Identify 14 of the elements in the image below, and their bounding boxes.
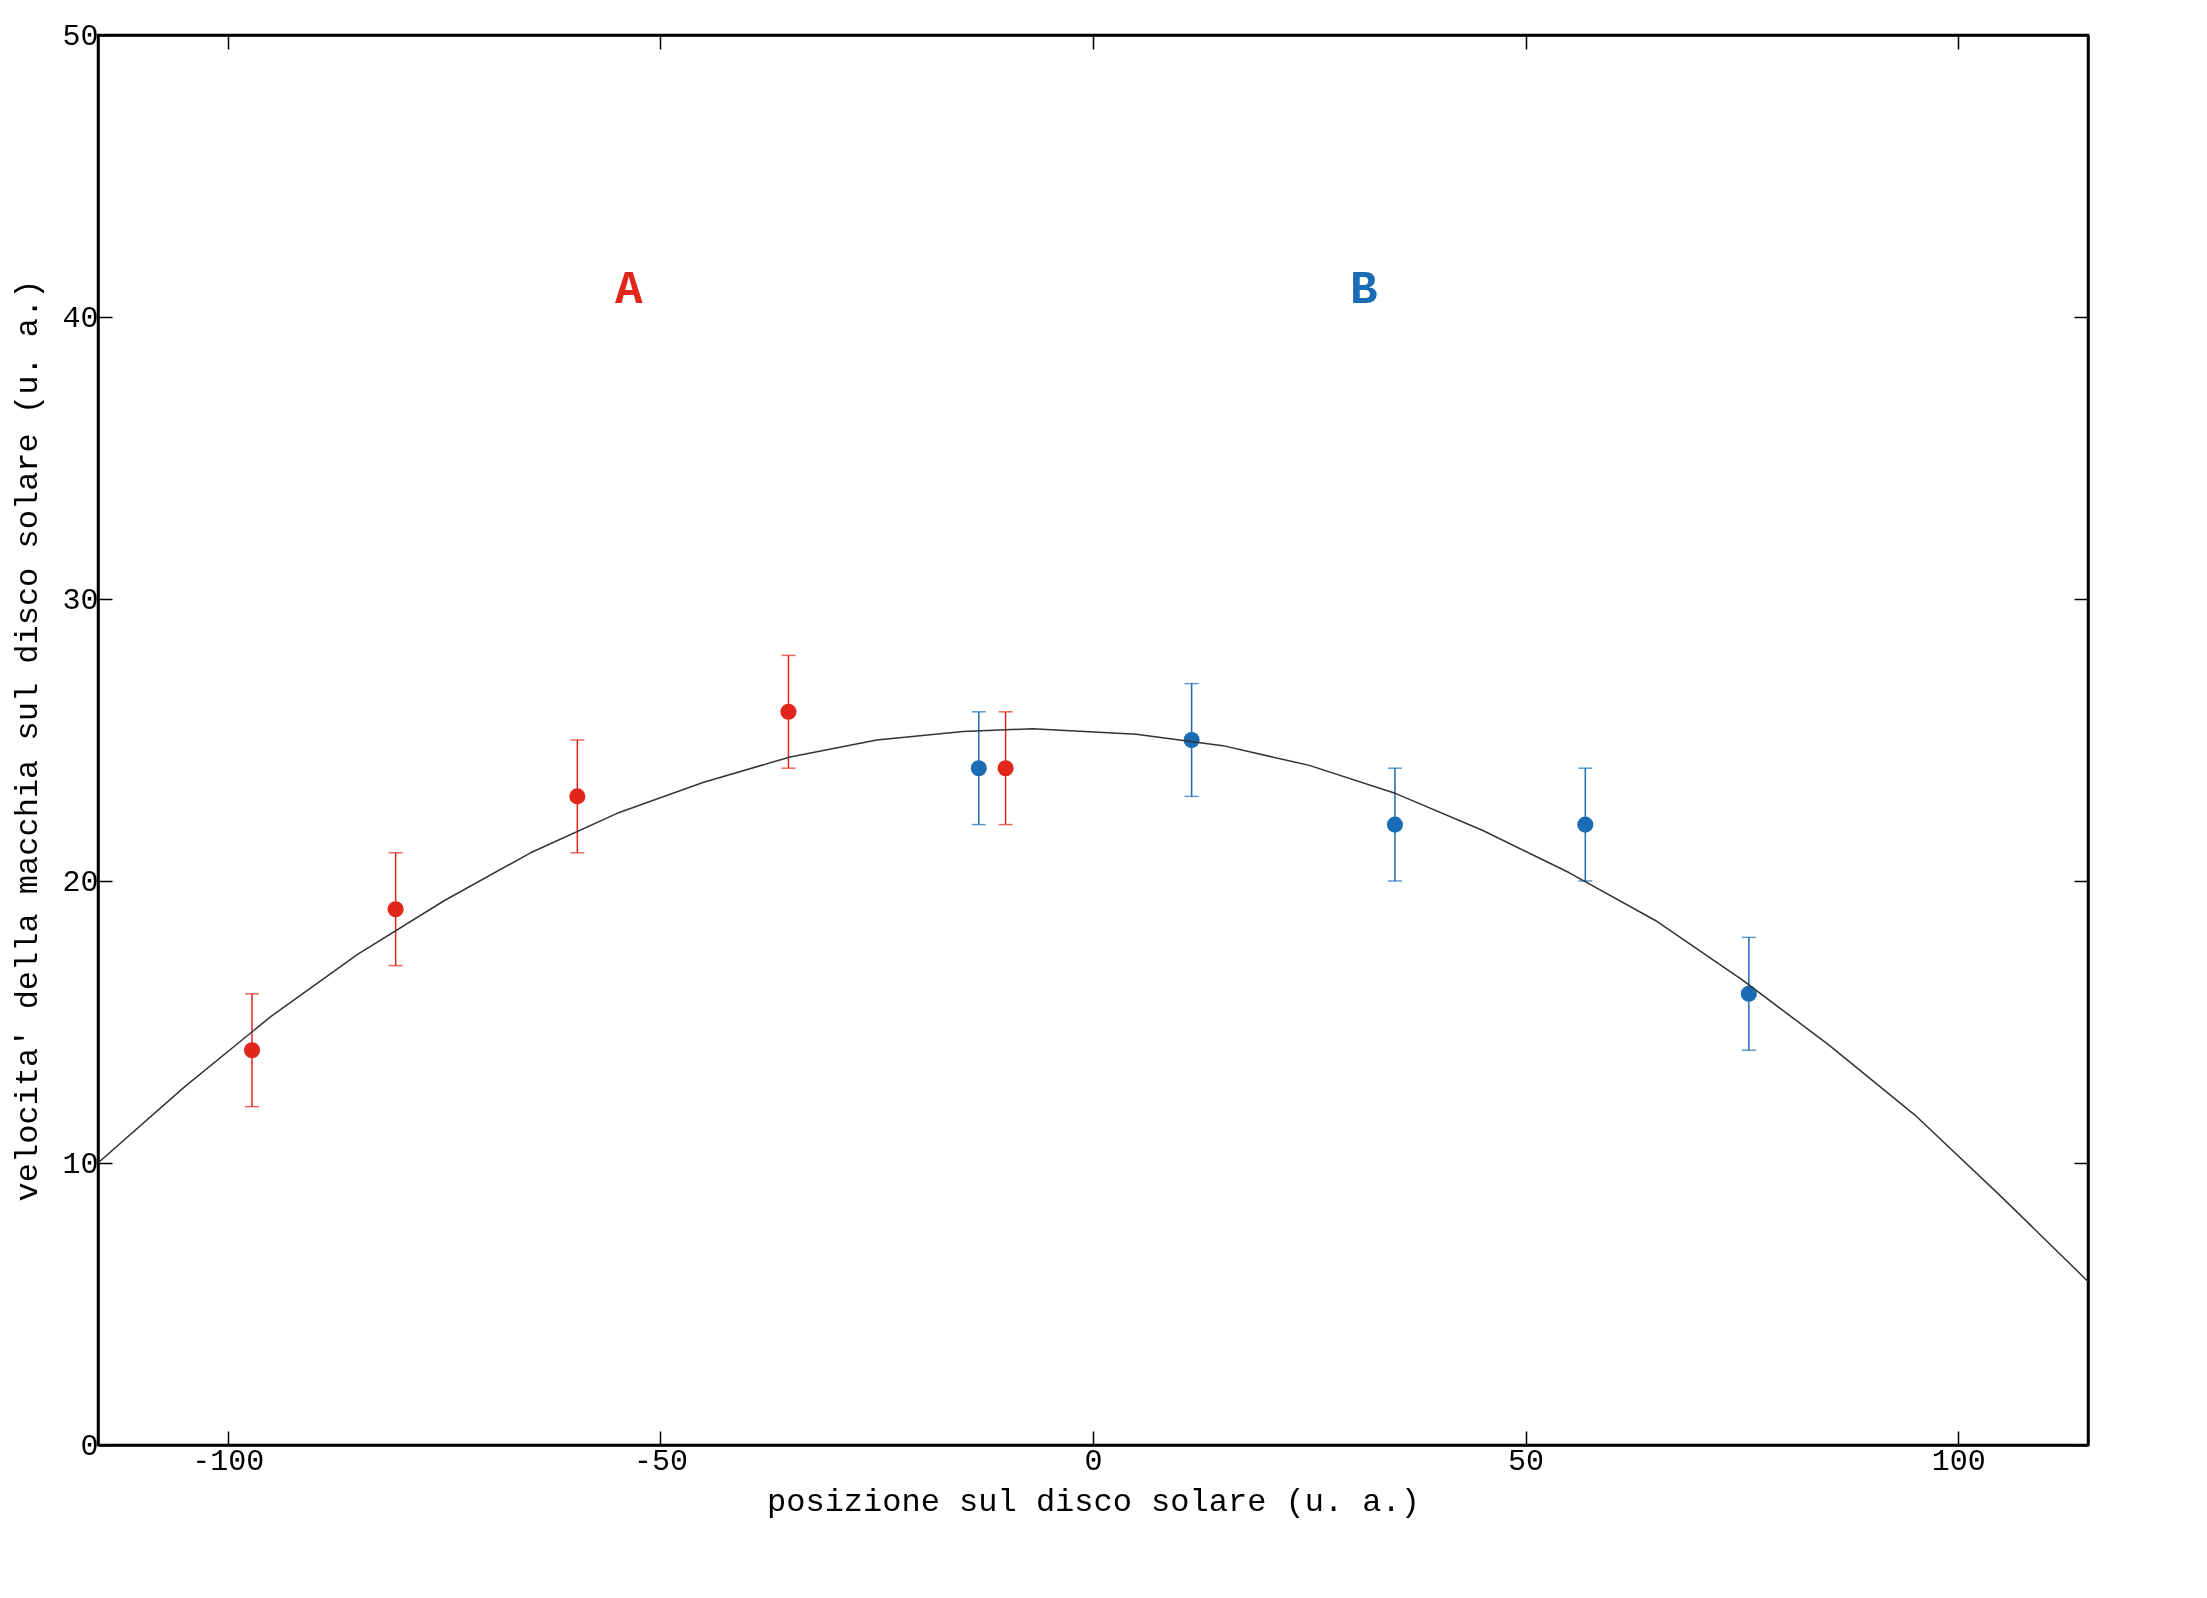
x-tick-label: 50 [1508, 1444, 1545, 1479]
y-axis-title: velocita' della macchia sul disco solare (u. a.) [10, 279, 48, 1202]
y-tick-label: 10 [62, 1147, 99, 1182]
y-tick-label: 20 [62, 865, 99, 900]
y-tick-label: 50 [62, 19, 99, 54]
x-tick-label: -100 [192, 1444, 265, 1479]
x-axis-title: posizione sul disco solare (u. a.) [767, 1483, 1420, 1521]
text: B [1350, 264, 1378, 317]
x-tick-label: -50 [633, 1444, 688, 1479]
x-tick-label: 100 [1931, 1444, 1986, 1479]
x-tick-label: 0 [1084, 1444, 1103, 1479]
y-tick-label: 30 [62, 583, 99, 618]
text: A [615, 264, 644, 317]
y-tick-label: 40 [62, 301, 99, 336]
